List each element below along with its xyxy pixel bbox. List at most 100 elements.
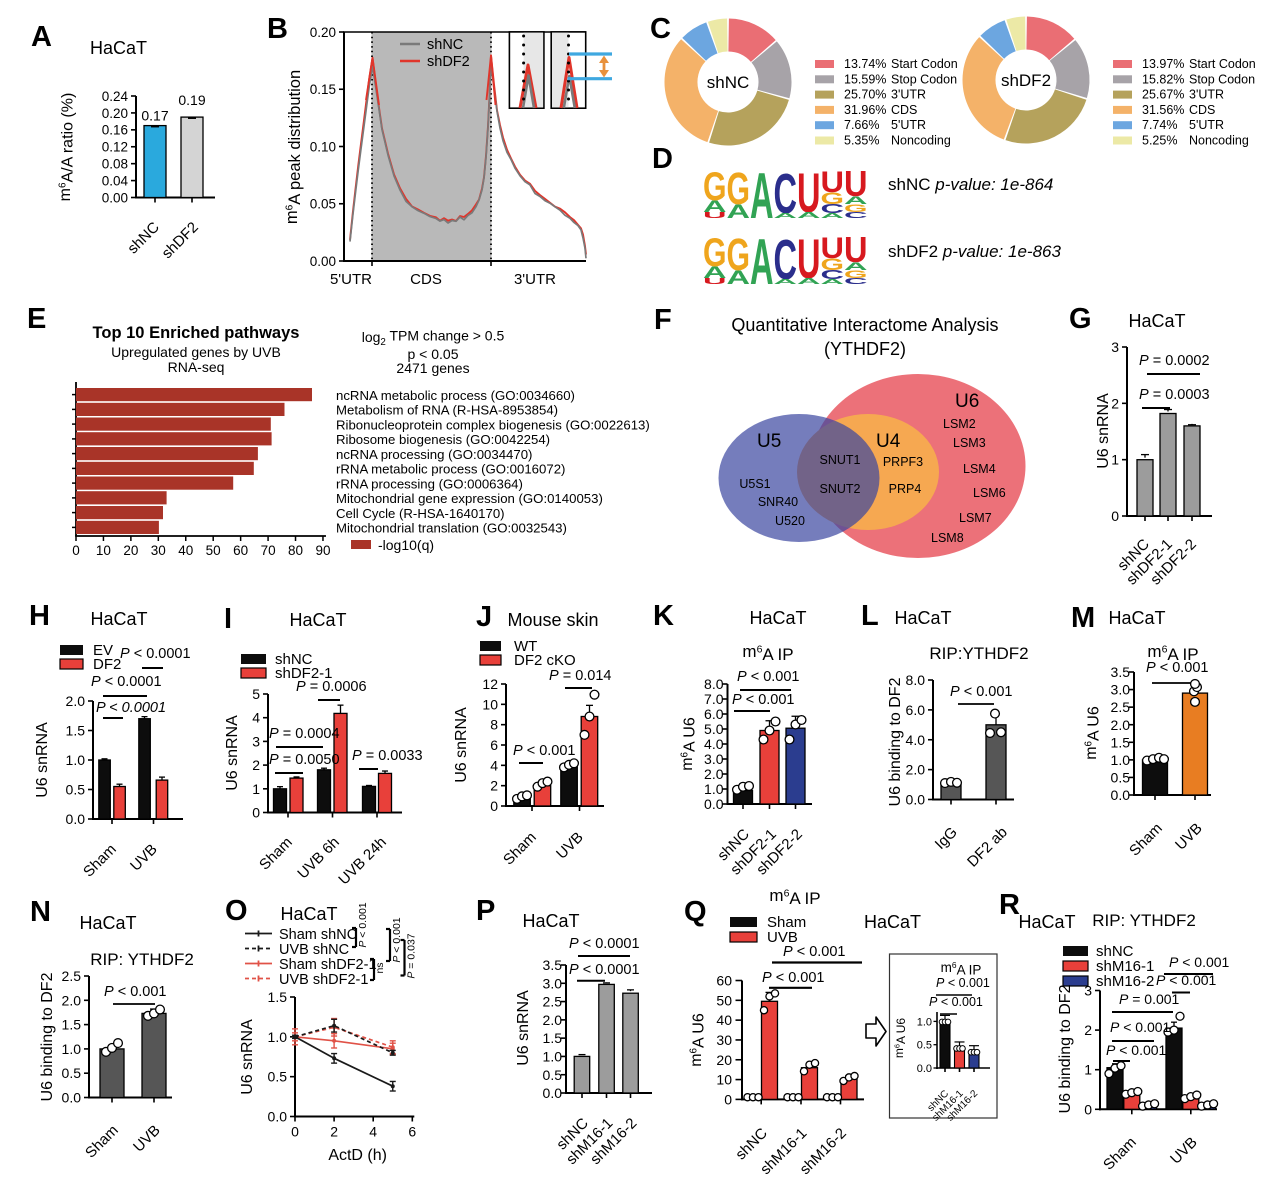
svg-text:1.0: 1.0 [268, 1029, 288, 1045]
svg-text:U: U [797, 228, 821, 290]
svg-text:50: 50 [206, 543, 221, 558]
svg-text:P < 0.001: P < 0.001 [762, 970, 824, 986]
svg-text:C: C [844, 276, 868, 286]
svg-text:A: A [703, 263, 727, 282]
svg-text:Mitochondrial gene expression: Mitochondrial gene expression (GO:014005… [336, 491, 603, 506]
svg-text:U6 snRNA: U6 snRNA [1095, 393, 1112, 469]
svg-text:25.70%: 25.70% [844, 88, 886, 102]
svg-text:A: A [774, 279, 798, 286]
svg-text:J: J [476, 601, 492, 633]
svg-text:4: 4 [252, 710, 260, 726]
svg-text:0.17: 0.17 [141, 108, 168, 124]
svg-text:UVB shDF2-1: UVB shDF2-1 [279, 972, 368, 988]
svg-text:Start Codon: Start Codon [1189, 57, 1256, 71]
svg-text:Mitochondrial translation (GO:: Mitochondrial translation (GO:0032543) [336, 521, 567, 536]
svg-text:U6 snRNA: U6 snRNA [515, 990, 532, 1066]
svg-text:M: M [1071, 602, 1095, 634]
svg-text:LSM6: LSM6 [973, 486, 1006, 500]
svg-text:EV: EV [93, 642, 113, 659]
svg-text:shNC: shNC [1096, 943, 1134, 960]
svg-text:RNA-seq: RNA-seq [168, 359, 225, 375]
svg-text:1.5: 1.5 [543, 1030, 563, 1046]
svg-text:RIP:YTHDF2: RIP:YTHDF2 [929, 644, 1028, 663]
svg-text:RIP: YTHDF2: RIP: YTHDF2 [90, 950, 194, 969]
svg-text:K: K [653, 600, 674, 632]
svg-text:1.0: 1.0 [1111, 752, 1131, 768]
svg-text:U4: U4 [876, 431, 901, 452]
svg-text:3.5: 3.5 [1111, 664, 1131, 680]
svg-text:2: 2 [252, 757, 260, 773]
svg-text:LSM7: LSM7 [959, 511, 992, 525]
svg-text:U6 binding to DF2: U6 binding to DF2 [1057, 984, 1074, 1113]
svg-text:I: I [224, 603, 232, 635]
svg-text:2.0: 2.0 [1111, 717, 1131, 733]
svg-text:3'UTR: 3'UTR [1189, 88, 1224, 102]
svg-text:O: O [225, 895, 248, 927]
svg-text:m6A U6: m6A U6 [1083, 706, 1103, 760]
svg-text:5'UTR: 5'UTR [330, 271, 372, 288]
svg-text:SNUT1: SNUT1 [820, 453, 861, 467]
svg-text:P < 0.0001: P < 0.0001 [569, 936, 640, 952]
svg-text:D: D [652, 143, 673, 175]
svg-text:12: 12 [482, 676, 498, 692]
svg-text:shDF2 p-value: 1e-863: shDF2 p-value: 1e-863 [888, 242, 1061, 261]
svg-text:Q: Q [684, 896, 707, 928]
svg-text:31.56%: 31.56% [1142, 103, 1184, 117]
svg-text:5.35%: 5.35% [844, 134, 879, 148]
svg-text:0.08: 0.08 [102, 157, 128, 172]
svg-text:LSM8: LSM8 [931, 531, 964, 545]
svg-text:Sham: Sham [767, 914, 806, 931]
svg-text:P = 0.0033: P = 0.0033 [352, 748, 423, 764]
svg-text:7.74%: 7.74% [1142, 118, 1177, 132]
svg-text:C: C [821, 268, 845, 282]
svg-text:6.0: 6.0 [704, 706, 724, 722]
svg-text:G: G [703, 230, 727, 275]
svg-text:HaCaT: HaCaT [90, 38, 147, 58]
svg-text:C: C [774, 228, 798, 292]
svg-text:-log10(q): -log10(q) [378, 537, 434, 553]
svg-text:2: 2 [1084, 1022, 1092, 1038]
svg-text:A: A [727, 267, 751, 289]
svg-text:3.5: 3.5 [543, 957, 563, 973]
svg-text:0.00: 0.00 [310, 254, 336, 269]
svg-text:m6A U6: m6A U6 [892, 1018, 908, 1058]
svg-text:1.5: 1.5 [66, 723, 86, 739]
svg-text:A: A [774, 213, 798, 220]
svg-text:H: H [29, 600, 50, 632]
svg-text:Top 10 Enriched pathways: Top 10 Enriched pathways [93, 324, 300, 342]
svg-text:C: C [650, 13, 671, 45]
svg-text:3.0: 3.0 [543, 975, 563, 991]
svg-text:8: 8 [490, 717, 498, 733]
svg-text:LSM4: LSM4 [963, 462, 996, 476]
svg-text:P < 0.001: P < 0.001 [1146, 660, 1208, 676]
svg-text:0.20: 0.20 [310, 25, 336, 40]
svg-text:C: C [844, 210, 868, 220]
svg-text:4.0: 4.0 [704, 736, 724, 752]
svg-text:0.05: 0.05 [310, 197, 336, 212]
svg-text:2.0: 2.0 [66, 693, 86, 709]
svg-text:C: C [821, 202, 845, 216]
svg-text:P < 0.001: P < 0.001 [783, 944, 845, 960]
svg-text:Sham shNC: Sham shNC [279, 927, 357, 943]
svg-text:0.12: 0.12 [102, 140, 128, 155]
svg-text:DF2: DF2 [93, 656, 121, 673]
svg-text:3.0: 3.0 [704, 751, 724, 767]
svg-text:0.0: 0.0 [917, 1063, 932, 1075]
svg-text:U6 snRNA: U6 snRNA [34, 722, 51, 798]
svg-text:1.5: 1.5 [62, 1017, 82, 1033]
svg-text:0.0: 0.0 [62, 1090, 82, 1106]
svg-text:P < 0.001: P < 0.001 [357, 902, 369, 947]
svg-text:U: U [844, 229, 868, 270]
svg-text:G: G [1069, 303, 1092, 335]
svg-text:A: A [821, 279, 845, 286]
svg-text:70: 70 [261, 543, 276, 558]
svg-text:rRNA processing (GO:0006364): rRNA processing (GO:0006364) [336, 476, 523, 491]
svg-text:p < 0.05: p < 0.05 [408, 346, 459, 362]
svg-text:E: E [27, 303, 46, 335]
svg-text:8.0: 8.0 [704, 676, 724, 692]
svg-text:A: A [750, 225, 774, 298]
svg-text:P < 0.001: P < 0.001 [391, 917, 403, 962]
svg-text:3.0: 3.0 [1111, 682, 1131, 698]
svg-text:A: A [797, 210, 821, 220]
svg-text:2: 2 [490, 778, 498, 794]
